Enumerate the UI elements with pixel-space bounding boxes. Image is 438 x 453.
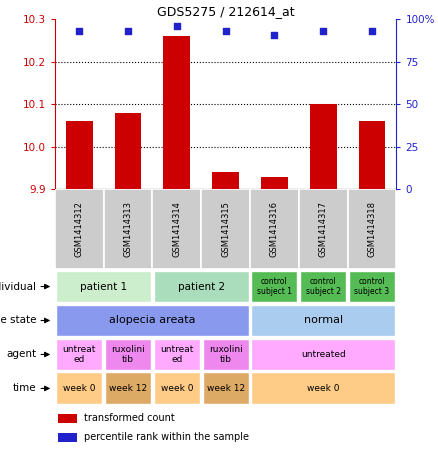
Text: control
subject 1: control subject 1 — [257, 277, 292, 296]
Text: ruxolini
tib: ruxolini tib — [208, 345, 243, 364]
Text: untreat
ed: untreat ed — [160, 345, 194, 364]
Text: GSM1414312: GSM1414312 — [74, 201, 84, 257]
Bar — [212, 173, 239, 189]
Point — [124, 28, 131, 35]
Bar — [348, 189, 396, 269]
Point — [320, 28, 327, 35]
Text: disease state: disease state — [0, 315, 36, 326]
Bar — [349, 270, 395, 303]
Text: control
subject 3: control subject 3 — [354, 277, 389, 296]
Title: GDS5275 / 212614_at: GDS5275 / 212614_at — [157, 5, 294, 18]
Text: agent: agent — [6, 349, 36, 360]
Bar — [154, 270, 248, 303]
Text: transformed count: transformed count — [84, 413, 174, 423]
Point — [222, 28, 229, 35]
Text: patient 2: patient 2 — [177, 281, 225, 292]
Text: week 12: week 12 — [206, 384, 245, 393]
Text: week 0: week 0 — [63, 384, 95, 393]
Bar — [310, 105, 336, 189]
Bar — [66, 121, 92, 189]
Bar — [56, 372, 102, 405]
Text: week 12: week 12 — [109, 384, 147, 393]
Bar — [300, 270, 346, 303]
Text: untreated: untreated — [301, 350, 346, 359]
Point — [368, 28, 375, 35]
Bar — [251, 304, 395, 337]
Text: GSM1414315: GSM1414315 — [221, 201, 230, 257]
Bar — [154, 372, 200, 405]
Bar — [115, 113, 141, 189]
Bar — [58, 414, 77, 423]
Bar — [203, 338, 248, 371]
Bar — [56, 270, 151, 303]
Bar — [359, 121, 385, 189]
Text: GSM1414316: GSM1414316 — [270, 201, 279, 257]
Text: control
subject 2: control subject 2 — [306, 277, 341, 296]
Bar — [152, 189, 201, 269]
Point — [76, 28, 83, 35]
Text: percentile rank within the sample: percentile rank within the sample — [84, 432, 249, 442]
Bar — [251, 338, 395, 371]
Bar — [55, 189, 103, 269]
Text: GSM1414317: GSM1414317 — [319, 201, 328, 257]
Bar — [201, 189, 250, 269]
Text: week 0: week 0 — [307, 384, 339, 393]
Bar — [250, 189, 299, 269]
Text: GSM1414318: GSM1414318 — [367, 201, 377, 257]
Bar — [103, 189, 152, 269]
Bar — [56, 338, 102, 371]
Bar — [105, 372, 151, 405]
Text: week 0: week 0 — [160, 384, 193, 393]
Text: ruxolini
tib: ruxolini tib — [111, 345, 145, 364]
Text: normal: normal — [304, 315, 343, 326]
Bar — [163, 37, 190, 189]
Text: GSM1414313: GSM1414313 — [124, 201, 132, 257]
Text: individual: individual — [0, 281, 36, 292]
Bar — [299, 189, 348, 269]
Bar — [154, 338, 200, 371]
Text: time: time — [13, 383, 36, 394]
Text: untreat
ed: untreat ed — [63, 345, 96, 364]
Point — [271, 31, 278, 39]
Text: patient 1: patient 1 — [80, 281, 127, 292]
Bar — [251, 372, 395, 405]
Bar — [56, 304, 248, 337]
Bar — [203, 372, 248, 405]
Text: GSM1414314: GSM1414314 — [172, 201, 181, 257]
Text: alopecia areata: alopecia areata — [109, 315, 196, 326]
Bar — [251, 270, 297, 303]
Bar — [261, 177, 288, 189]
Bar — [105, 338, 151, 371]
Bar — [58, 433, 77, 442]
Point — [173, 23, 180, 30]
